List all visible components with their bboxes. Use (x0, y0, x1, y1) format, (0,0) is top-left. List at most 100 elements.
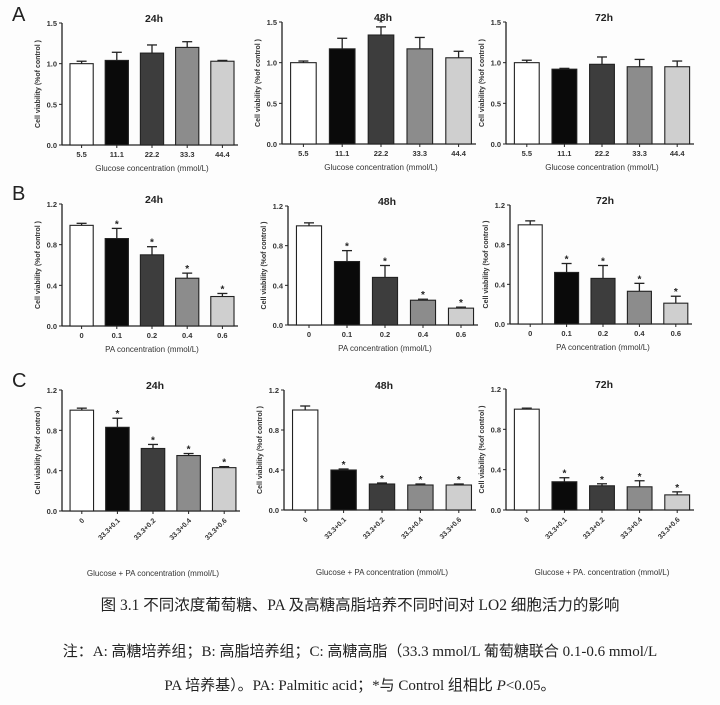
x-tick-label: 11.1 (335, 149, 349, 158)
x-tick-label: 33.3+0.4 (620, 516, 644, 540)
bar (330, 469, 357, 511)
y-tick-label: 1.2 (495, 201, 505, 210)
significance-asterisk: * (457, 475, 461, 486)
x-tick-label: 0.2 (380, 330, 390, 339)
y-tick-label: 0.8 (47, 241, 57, 250)
chart-c-48h: 48h 0.0 0.4 0.8 1.2 Cell viability (%of contr… (257, 375, 502, 585)
y-axis-label: Cell viability (%of control ) (257, 406, 264, 494)
bar (407, 484, 434, 511)
bar (69, 63, 94, 146)
y-tick-label: 0.0 (495, 320, 505, 329)
bar (554, 271, 580, 325)
significance-asterisk: * (565, 255, 569, 266)
bar (210, 60, 235, 146)
x-axis-label: Glucose concentration (mmol/L) (324, 163, 438, 172)
y-tick-label: 1.0 (47, 60, 57, 69)
x-tick-label: 33.3+0.1 (97, 517, 121, 541)
chart-title: 24h (146, 380, 164, 392)
bar (140, 447, 166, 512)
y-tick-label: 0.8 (47, 426, 57, 435)
significance-asterisk: * (151, 435, 155, 446)
x-tick-label: 11.1 (557, 149, 571, 158)
x-tick-label: 0.1 (112, 331, 122, 340)
bar (295, 225, 323, 326)
panel-letter-b: B (12, 183, 26, 205)
y-tick-label: 1.0 (491, 59, 501, 68)
y-axis-label: Cell viability (%of control ) (35, 221, 42, 309)
chart-b-72h: 72h 0.0 0.4 0.8 1.2 Cell viability (%of contr… (483, 195, 720, 405)
x-axis-label: Glucose concentration (mmol/L) (95, 164, 209, 173)
bar (175, 46, 200, 146)
y-tick-label: 1.5 (267, 18, 277, 27)
x-axis-label: PA concentration (mmol/L) (338, 344, 432, 353)
x-tick-label: 0.1 (561, 329, 571, 338)
y-tick-label: 0.8 (269, 426, 279, 435)
x-tick-label: 5.5 (76, 150, 86, 159)
bar (626, 66, 653, 145)
x-tick-label: 0.6 (671, 329, 681, 338)
x-tick-label: 22.2 (374, 149, 389, 158)
y-tick-label: 0.4 (47, 467, 58, 476)
x-tick-label: 33.3+0.4 (169, 517, 193, 541)
bar (328, 48, 356, 145)
x-axis-label: PA concentration (mmol/L) (556, 343, 650, 352)
y-tick-label: 0.0 (47, 322, 57, 331)
x-tick-label: 33.3+0.6 (657, 516, 681, 540)
bar (626, 486, 653, 511)
y-tick-label: 0.4 (273, 281, 284, 290)
chart-c-72h: 72h 0.0 0.4 0.8 1.2 Cell viability (%of contr… (479, 375, 720, 585)
significance-asterisk: * (600, 475, 604, 486)
bar (447, 307, 475, 326)
note-p-threshold: <0.05。 (505, 678, 556, 694)
significance-asterisk: * (150, 238, 154, 249)
significance-asterisk: * (674, 287, 678, 298)
note-p-symbol: P (496, 678, 506, 694)
bar (175, 277, 200, 327)
y-tick-label: 0.5 (267, 99, 277, 108)
bar (445, 484, 473, 511)
y-tick-label: 1.2 (491, 385, 501, 394)
x-tick-label: 33.3+0.1 (544, 516, 568, 540)
x-tick-label: 33.3+0.2 (133, 517, 157, 541)
chart-b-48h: 48h 0.0 0.4 0.8 1.2 Cell viability (%of contr… (261, 195, 502, 405)
significance-asterisk: * (342, 460, 346, 471)
bar (589, 485, 615, 511)
y-axis-label: Cell viability (%of control ) (35, 407, 42, 495)
y-tick-label: 0.4 (491, 466, 502, 475)
y-tick-label: 1.2 (47, 386, 57, 395)
significance-asterisk: * (562, 469, 566, 480)
figure-note-line2: PA 培养基）。PA: Palmitic acid；*与 Control 组相比… (0, 674, 720, 695)
y-axis-label: Cell viability (%of control ) (483, 221, 490, 309)
y-tick-label: 0.0 (269, 506, 279, 515)
x-tick-label: 0.1 (342, 330, 352, 339)
significance-asterisk: * (383, 257, 387, 268)
chart-title: 48h (375, 380, 393, 392)
x-tick-label: 0.4 (418, 330, 429, 339)
bar (664, 66, 691, 145)
y-tick-label: 0.0 (47, 507, 57, 516)
x-tick-label: 0 (307, 330, 311, 339)
bar (406, 48, 434, 145)
x-tick-label: 33.3 (180, 150, 195, 159)
y-axis-label: Cell viability (%of control ) (479, 406, 486, 494)
bar (513, 408, 540, 511)
significance-asterisk: * (220, 284, 224, 295)
chart-title: 48h (378, 196, 396, 208)
bar (104, 238, 129, 327)
chart-a-48h: 48h 0.0 0.5 1.0 1.5 Cell viability (%of contr… (255, 12, 502, 225)
bar (589, 63, 615, 145)
significance-asterisk: * (638, 472, 642, 483)
bar (626, 290, 652, 325)
significance-asterisk: * (379, 18, 383, 29)
y-tick-label: 0.4 (269, 466, 280, 475)
bar (409, 299, 437, 326)
x-axis-label: Glucose concentration (mmol/L) (545, 163, 659, 172)
x-axis-label: Glucose + PA concentration (mmol/L) (87, 569, 219, 578)
x-tick-label: 44.4 (215, 150, 230, 159)
y-tick-label: 1.2 (269, 386, 279, 395)
x-tick-label: 0 (528, 329, 532, 338)
y-tick-label: 0.0 (491, 140, 501, 149)
y-tick-label: 0.0 (47, 141, 57, 150)
y-axis-label: Cell viability (%of control ) (35, 40, 42, 128)
y-tick-label: 0.5 (47, 100, 57, 109)
